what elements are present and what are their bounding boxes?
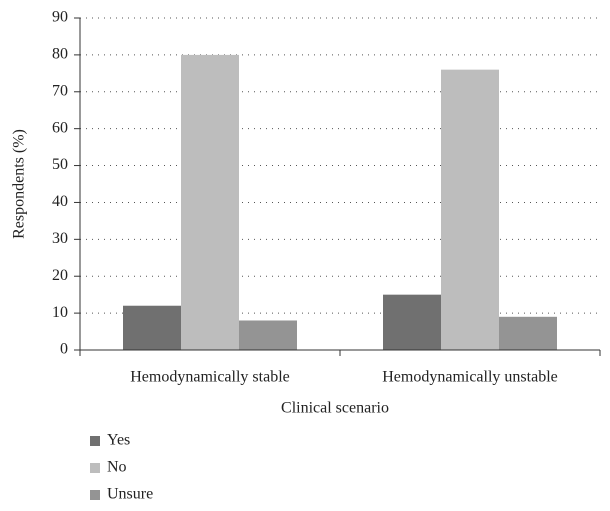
y-tick-label: 60 bbox=[52, 119, 68, 136]
legend-label: No bbox=[107, 459, 127, 476]
x-tick-label: Hemodynamically stable bbox=[130, 369, 290, 386]
y-tick-label: 90 bbox=[52, 9, 68, 26]
x-tick-label: Hemodynamically unstable bbox=[382, 369, 558, 386]
bar bbox=[239, 320, 297, 350]
legend-label: Unsure bbox=[107, 486, 153, 503]
legend-swatch bbox=[90, 490, 100, 500]
legend-label: Yes bbox=[107, 432, 130, 449]
y-tick-label: 30 bbox=[52, 230, 68, 247]
y-axis-label: Respondents (%) bbox=[11, 129, 28, 239]
y-tick-label: 40 bbox=[52, 193, 68, 210]
x-axis-label: Clinical scenario bbox=[281, 400, 389, 417]
bar bbox=[123, 305, 181, 350]
y-tick-label: 50 bbox=[52, 156, 68, 173]
y-tick-label: 20 bbox=[52, 267, 68, 284]
y-tick-label: 70 bbox=[52, 82, 68, 99]
y-tick-label: 0 bbox=[60, 341, 68, 358]
bar bbox=[441, 69, 499, 351]
bar bbox=[499, 316, 557, 350]
legend-swatch bbox=[90, 463, 100, 473]
y-tick-label: 80 bbox=[52, 46, 68, 63]
bar bbox=[383, 294, 441, 350]
y-tick-label: 10 bbox=[52, 304, 68, 321]
legend-swatch bbox=[90, 436, 100, 446]
bar bbox=[181, 54, 239, 351]
